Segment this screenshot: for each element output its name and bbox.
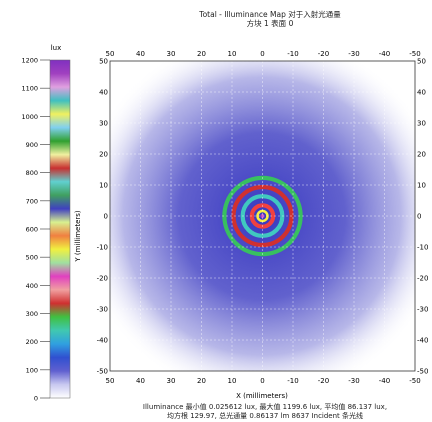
x-tick-label-bottom: 0	[260, 377, 264, 385]
colorbar-tick-label: 800	[26, 169, 38, 177]
x-tick-label-bottom: 20	[197, 377, 206, 385]
y-tick-label-right: 0	[417, 213, 421, 221]
colorbar-tick-label: 900	[26, 141, 38, 149]
colorbar-tick-label: 500	[26, 254, 38, 262]
x-tick-label-bottom: 30	[167, 377, 176, 385]
y-tick-label-right: -40	[417, 337, 428, 345]
x-tick-label-top: 20	[197, 50, 206, 58]
x-axis-label: X (millimeters)	[236, 392, 288, 400]
x-tick-label-top: -40	[379, 50, 390, 58]
title-line: Total - Illuminance Map 对于入射光通量	[199, 10, 341, 19]
y-tick-label-left: 50	[99, 58, 108, 66]
colorbar-tick-label: 400	[26, 282, 38, 290]
y-tick-label-left: 10	[99, 182, 108, 190]
x-tick-label-top: 0	[260, 50, 264, 58]
colorbar-tick-label: 200	[26, 338, 38, 346]
x-tick-label-bottom: -50	[409, 377, 420, 385]
y-tick-label-right: 20	[417, 151, 426, 159]
y-tick-label-left: 30	[99, 120, 108, 128]
y-tick-label-left: 20	[99, 151, 108, 159]
colorbar-tick-label: 600	[26, 226, 38, 234]
x-tick-label-bottom: -10	[287, 377, 298, 385]
y-axis-label: Y (millimeters)	[74, 210, 82, 263]
colorbar-tick-label: 1100	[21, 85, 38, 93]
x-tick-label-top: 10	[228, 50, 237, 58]
x-tick-label-top: 30	[167, 50, 176, 58]
colorbar-tick-label: 100	[26, 366, 38, 374]
y-tick-label-left: -10	[97, 244, 108, 252]
y-tick-label-left: 0	[104, 213, 108, 221]
y-tick-label-left: 40	[99, 89, 108, 97]
stats-line-2: 均方根 129.97, 总光通量 0.86137 lm 8637 Inciden…	[166, 411, 364, 420]
colorbar-unit: lux	[51, 44, 62, 52]
y-tick-label-right: 10	[417, 182, 426, 190]
x-tick-label-top: -50	[409, 50, 420, 58]
x-tick-label-top: 40	[136, 50, 145, 58]
y-tick-label-right: -10	[417, 244, 428, 252]
x-tick-label-bottom: -20	[318, 377, 329, 385]
plot-area: 5050404030302020101000-10-10-20-20-30-30…	[97, 50, 429, 385]
colorbar-tick-label: 700	[26, 197, 38, 205]
y-tick-label-right: 50	[417, 58, 426, 66]
y-tick-label-right: 40	[417, 89, 426, 97]
x-tick-label-top: -20	[318, 50, 329, 58]
subtitle-line: 方块 1 表面 0	[246, 19, 294, 28]
chart-title: Total - Illuminance Map 对于入射光通量 方块 1 表面 …	[120, 10, 420, 28]
x-tick-label-bottom: -40	[379, 377, 390, 385]
y-tick-label-left: -30	[97, 306, 108, 314]
y-tick-label-left: -20	[97, 275, 108, 283]
x-tick-label-top: -30	[348, 50, 359, 58]
colorbar-tick-label: 300	[26, 310, 38, 318]
y-tick-label-left: -50	[97, 368, 108, 376]
x-tick-label-top: -10	[287, 50, 298, 58]
colorbar-tick-label: 1200	[21, 57, 38, 65]
colorbar-tick-label: 1000	[21, 113, 38, 121]
y-tick-label-right: -30	[417, 306, 428, 314]
plot-frame	[109, 60, 416, 372]
x-tick-label-top: 50	[106, 50, 115, 58]
y-tick-label-right: -50	[417, 368, 428, 376]
y-tick-label-right: -20	[417, 275, 428, 283]
colorbar: lux 0 100 200 300 400 500 600 700 800 900 1000 1100…	[21, 44, 71, 403]
stats-text: Illuminance 最小值 0.025612 lux, 最大值 1199.6…	[100, 403, 430, 420]
y-tick-label-left: -40	[97, 337, 108, 345]
x-tick-label-bottom: 10	[228, 377, 237, 385]
x-tick-label-bottom: 50	[106, 377, 115, 385]
x-tick-label-bottom: -30	[348, 377, 359, 385]
colorbar-tick-label: 0	[34, 395, 38, 403]
x-tick-label-bottom: 40	[136, 377, 145, 385]
y-tick-label-right: 30	[417, 120, 426, 128]
stats-line-1: Illuminance 最小值 0.025612 lux, 最大值 1199.6…	[142, 403, 388, 411]
colorbar-gradient	[49, 59, 71, 399]
